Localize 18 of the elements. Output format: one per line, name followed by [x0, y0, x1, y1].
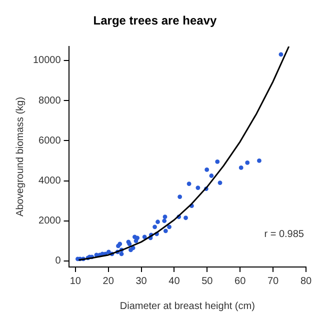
- x-tick-label: 30: [136, 276, 148, 287]
- y-axis-title: Aboveground biomass (kg): [14, 96, 26, 216]
- y-tick-label: 10000: [32, 55, 62, 66]
- y-tick-label: 2000: [38, 216, 62, 227]
- y-tick-label: 6000: [38, 135, 62, 146]
- chart-title: Large trees are heavy: [93, 14, 218, 28]
- x-tick-label: 10: [70, 276, 82, 287]
- x-tick-label: 70: [267, 276, 280, 287]
- y-tick-label: 8000: [38, 95, 62, 106]
- annotation: r = 0.985: [264, 228, 304, 240]
- y-tick-label: 4000: [38, 176, 62, 187]
- x-tick-label: 20: [102, 276, 114, 287]
- x-tick-label: 40: [168, 276, 180, 287]
- y-tick-label: 0: [55, 256, 62, 267]
- x-tick-label: 80: [300, 276, 312, 287]
- x-axis-title: Diameter at breast height (cm): [120, 300, 255, 312]
- x-tick-label: 60: [234, 276, 246, 287]
- x-tick-label: 50: [202, 276, 214, 287]
